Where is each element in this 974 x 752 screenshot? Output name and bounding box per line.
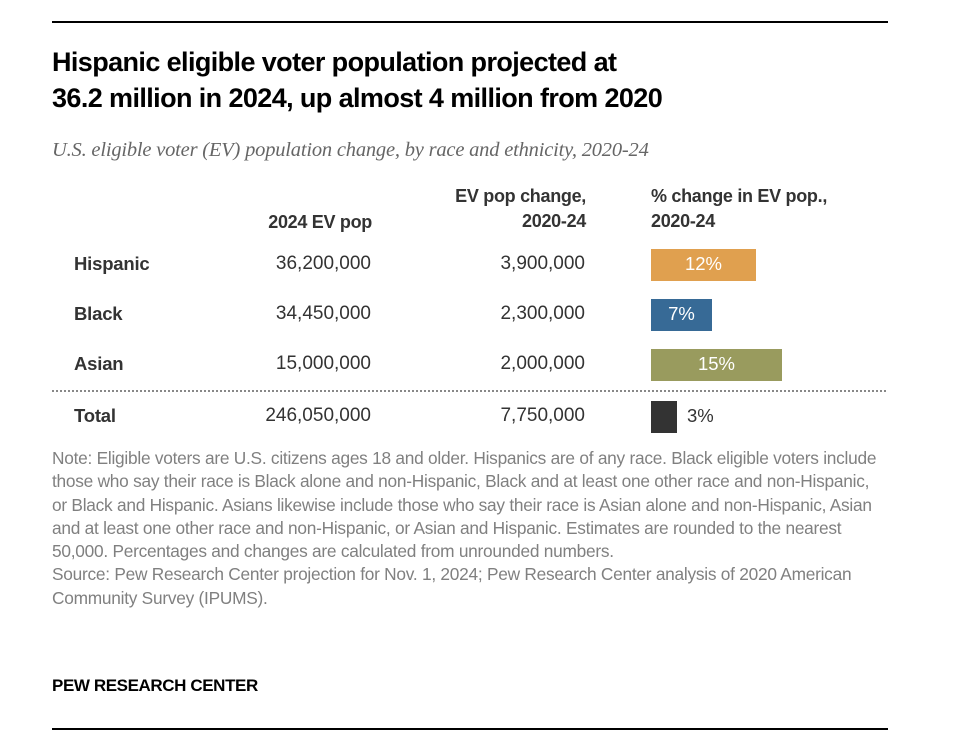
bar-label-total: 3%	[687, 405, 714, 426]
table-row-asian: Asian 15,000,000 2,000,000 15%	[0, 349, 974, 381]
row-ev-pop: 15,000,000	[275, 353, 371, 374]
header-ev-pop-change: EV pop change, 2020-24	[380, 184, 586, 234]
table-row-total: Total 246,050,000 7,750,000 3%	[0, 401, 974, 433]
footnote: Note: Eligible voters are U.S. citizens …	[52, 447, 882, 610]
row-category: Asian	[74, 353, 124, 374]
header-pct-change: % change in EV pop., 2020-24	[651, 184, 891, 234]
bar-total	[651, 401, 677, 433]
header-ev-pop-change-line-2: 2020-24	[522, 211, 586, 231]
header-pct-change-line-2: 2020-24	[651, 211, 715, 231]
row-ev-pop: 246,050,000	[265, 405, 371, 426]
title-line-1: Hispanic eligible voter population proje…	[52, 47, 617, 77]
total-divider-dotted	[52, 390, 886, 392]
row-ev-pop: 36,200,000	[275, 253, 371, 274]
row-category: Black	[74, 303, 123, 324]
row-ev-pop-change: 3,900,000	[500, 253, 585, 274]
chart-title: Hispanic eligible voter population proje…	[52, 44, 892, 116]
title-line-2: 36.2 million in 2024, up almost 4 millio…	[52, 83, 663, 113]
bar-black	[651, 299, 712, 331]
table-row-black: Black 34,450,000 2,300,000 7%	[0, 299, 974, 331]
bar-label-black: 7%	[668, 303, 695, 324]
row-ev-pop-change: 7,750,000	[500, 405, 585, 426]
header-pct-change-line-1: % change in EV pop.,	[651, 186, 828, 206]
row-ev-pop-change: 2,000,000	[500, 353, 585, 374]
header-ev-pop: 2024 EV pop	[268, 212, 372, 232]
top-rule	[52, 21, 888, 23]
bar-hispanic	[651, 249, 756, 281]
row-ev-pop: 34,450,000	[275, 303, 371, 324]
bar-label-asian: 15%	[697, 353, 736, 374]
row-ev-pop-change: 2,300,000	[500, 303, 585, 324]
chart-subtitle: U.S. eligible voter (EV) population chan…	[52, 139, 649, 161]
header-ev-pop-change-line-1: EV pop change,	[455, 186, 586, 206]
row-category: Total	[74, 405, 116, 426]
bar-asian	[651, 349, 782, 381]
source-text: Source: Pew Research Center projection f…	[52, 564, 852, 608]
brand-logo-text: PEW RESEARCH CENTER	[52, 676, 258, 695]
bar-label-hispanic: 12%	[684, 253, 723, 274]
bottom-rule	[52, 728, 888, 730]
table-row-hispanic: Hispanic 36,200,000 3,900,000 12%	[0, 249, 974, 281]
note-text: Note: Eligible voters are U.S. citizens …	[52, 448, 877, 562]
row-category: Hispanic	[74, 253, 150, 274]
